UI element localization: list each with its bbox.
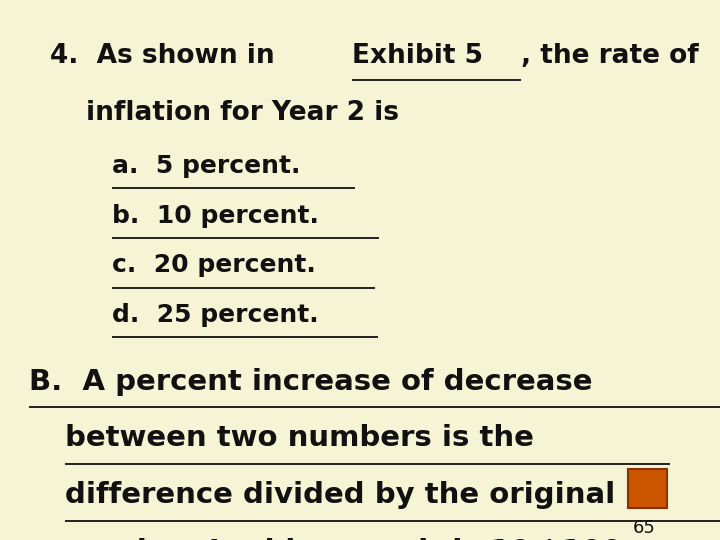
FancyBboxPatch shape xyxy=(628,469,667,508)
Text: B.  A percent increase of decrease: B. A percent increase of decrease xyxy=(29,368,593,396)
Text: between two numbers is the: between two numbers is the xyxy=(65,424,534,453)
Text: , the rate of: , the rate of xyxy=(521,43,699,69)
Text: c.  20 percent.: c. 20 percent. xyxy=(112,253,315,277)
Text: number. In this case, it is 10 / 100 =: number. In this case, it is 10 / 100 = xyxy=(65,538,657,540)
Text: d.  25 percent.: d. 25 percent. xyxy=(112,303,318,327)
Text: a.  5 percent.: a. 5 percent. xyxy=(112,154,300,178)
Text: inflation for Year 2 is: inflation for Year 2 is xyxy=(86,100,400,126)
Text: difference divided by the original: difference divided by the original xyxy=(65,481,615,509)
Text: 4.  As shown in: 4. As shown in xyxy=(50,43,284,69)
Text: 65: 65 xyxy=(633,519,656,537)
Text: Exhibit 5: Exhibit 5 xyxy=(352,43,483,69)
Text: b.  10 percent.: b. 10 percent. xyxy=(112,204,318,227)
